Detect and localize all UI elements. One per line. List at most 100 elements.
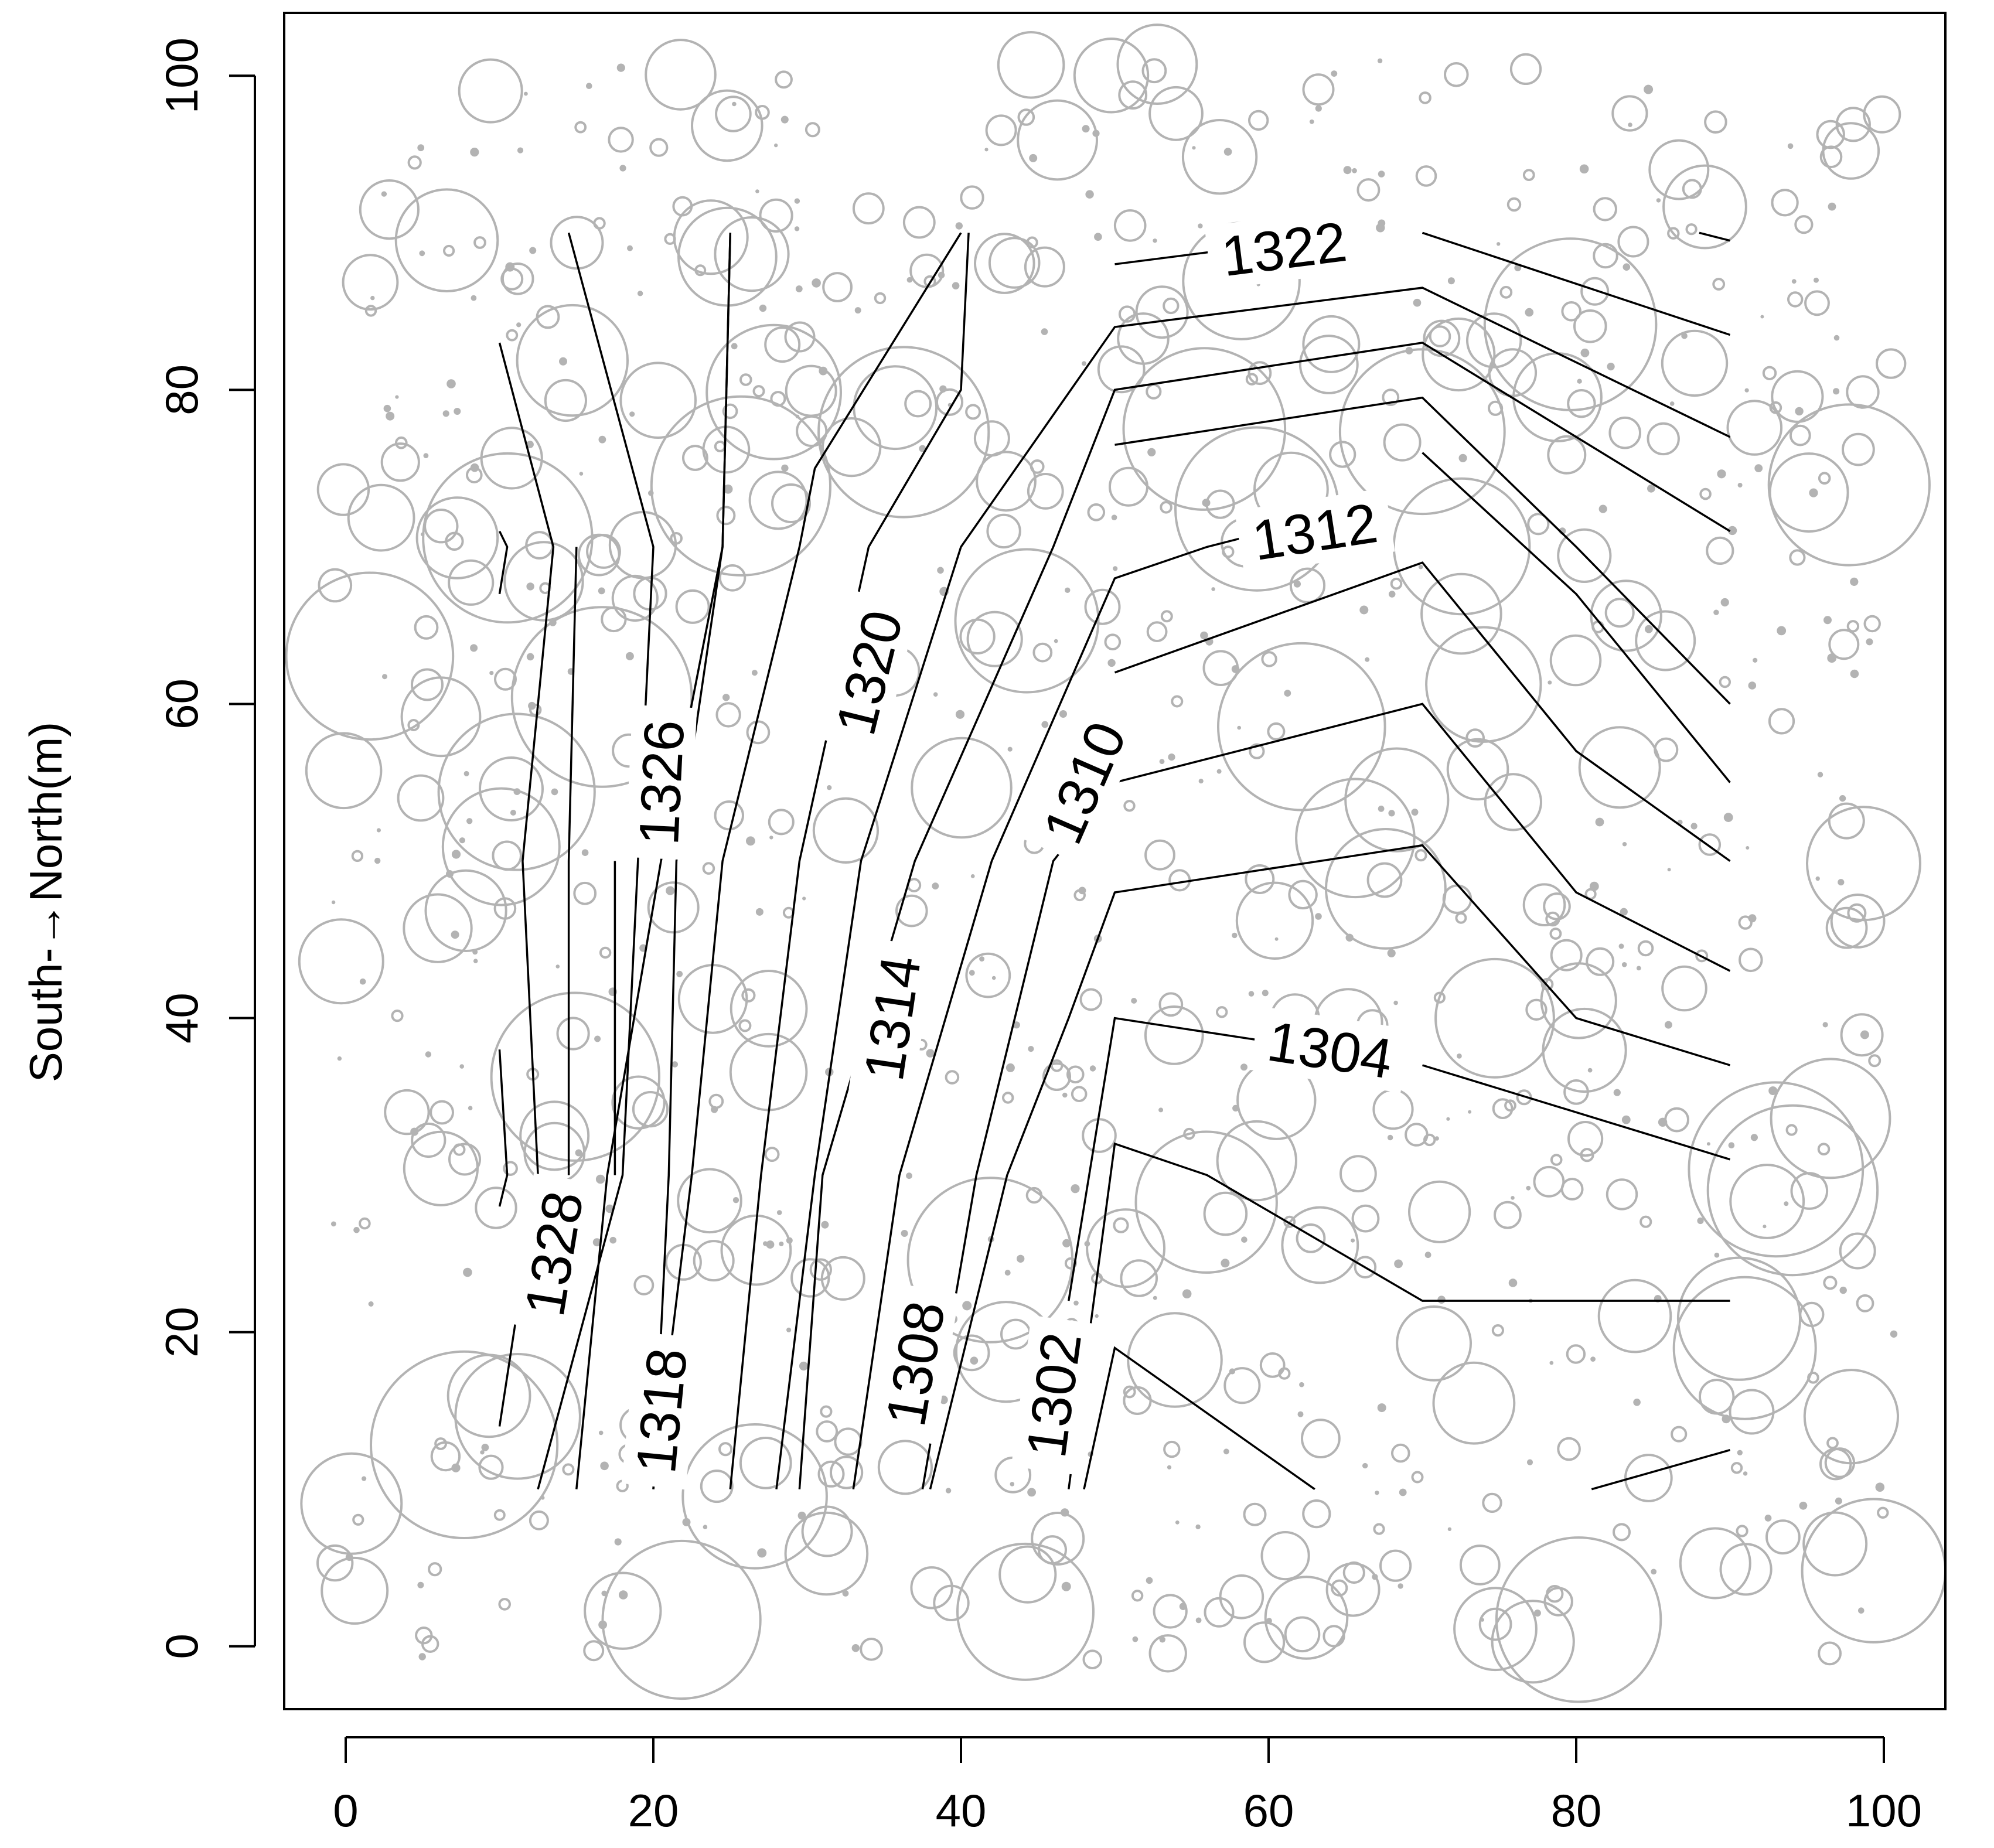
tree-circle bbox=[586, 83, 592, 89]
tree-circle bbox=[1146, 1577, 1153, 1584]
tree-circle bbox=[757, 1548, 767, 1558]
tree-circle bbox=[1635, 610, 1696, 671]
y-tick-label: 40 bbox=[156, 993, 207, 1044]
tree-circle bbox=[718, 564, 747, 592]
tree-circle bbox=[1858, 1607, 1865, 1614]
tree-circle bbox=[1158, 992, 1184, 1017]
tree-circle bbox=[1567, 389, 1596, 418]
tree-circle bbox=[1366, 862, 1403, 898]
tree-circle bbox=[945, 1070, 960, 1085]
tree-circle bbox=[395, 436, 408, 449]
tree-circle bbox=[395, 395, 399, 399]
tree-circle bbox=[979, 956, 985, 962]
tree-circle bbox=[555, 964, 560, 969]
tree-circle bbox=[1453, 1587, 1538, 1672]
tree-circle bbox=[1516, 1089, 1532, 1106]
tree-circle bbox=[1737, 1450, 1743, 1455]
tree-circle bbox=[820, 1256, 865, 1301]
tree-circle bbox=[779, 1242, 784, 1246]
tree-circle bbox=[544, 379, 588, 422]
tree-circle bbox=[1713, 609, 1719, 615]
tree-circle bbox=[1890, 1330, 1898, 1338]
tree-circle bbox=[1284, 690, 1291, 697]
tree-circle bbox=[1835, 107, 1871, 142]
tree-circle bbox=[1359, 605, 1369, 615]
tree-circle bbox=[1795, 407, 1804, 416]
tree-circle bbox=[926, 1049, 935, 1058]
tree-circle bbox=[1221, 1259, 1230, 1268]
tree-circle bbox=[1717, 469, 1726, 479]
tree-circle bbox=[1578, 726, 1661, 809]
tree-circle bbox=[812, 278, 821, 288]
tree-circle bbox=[448, 559, 495, 606]
tree-circle bbox=[619, 362, 697, 439]
tree-circle bbox=[1082, 1118, 1117, 1153]
tree-circle bbox=[443, 244, 455, 257]
tree-circle bbox=[1547, 435, 1587, 475]
tree-circle bbox=[759, 198, 793, 233]
tree-circle bbox=[1750, 1134, 1758, 1141]
y-tick-label: 0 bbox=[156, 1634, 207, 1659]
tree-circle bbox=[1192, 146, 1196, 150]
tree-circle bbox=[1113, 566, 1118, 571]
tree-circle bbox=[933, 1584, 970, 1622]
tree-circle bbox=[584, 1571, 662, 1650]
tree-circle bbox=[1704, 110, 1727, 134]
tree-circle bbox=[1504, 1099, 1516, 1112]
tree-circle bbox=[300, 1452, 403, 1555]
tree-circle bbox=[364, 305, 377, 317]
tree-circle bbox=[382, 674, 387, 680]
tree-circle bbox=[347, 483, 415, 552]
tree-circle bbox=[1667, 868, 1671, 872]
tree-circle bbox=[790, 1258, 830, 1298]
tree-circle bbox=[799, 1361, 809, 1371]
tree-circle bbox=[1866, 638, 1873, 646]
tree-circle bbox=[305, 732, 383, 810]
tree-circle bbox=[1231, 665, 1240, 673]
tree-circle bbox=[1664, 1107, 1690, 1133]
tree-circle bbox=[1525, 998, 1548, 1021]
tree-circle bbox=[700, 1469, 734, 1503]
tree-circle bbox=[1764, 1515, 1772, 1522]
tree-circle bbox=[1202, 499, 1211, 507]
tree-circle bbox=[459, 837, 466, 844]
tree-circle bbox=[1815, 876, 1820, 881]
contour-line-1318 bbox=[575, 233, 732, 1489]
tree-circle bbox=[428, 1562, 442, 1577]
tree-circle bbox=[1388, 591, 1396, 598]
tree-circle bbox=[425, 1051, 432, 1058]
tree-circle bbox=[1267, 722, 1286, 741]
tree-circle bbox=[812, 797, 880, 864]
tree-circle bbox=[1432, 1361, 1516, 1445]
tree-circle bbox=[510, 606, 693, 788]
plot-frame bbox=[283, 12, 1947, 1710]
tree-circle bbox=[1662, 164, 1747, 250]
tree-circle bbox=[1868, 1054, 1881, 1068]
tree-circle bbox=[600, 1461, 609, 1471]
tree-circle bbox=[1863, 615, 1881, 633]
tree-circle bbox=[550, 216, 604, 270]
tree-circle bbox=[1352, 168, 1357, 173]
tree-circle bbox=[1153, 238, 1157, 243]
tree-circle bbox=[423, 453, 429, 459]
tree-circle bbox=[809, 1258, 833, 1281]
tree-circle bbox=[974, 233, 1035, 294]
tree-circle bbox=[1803, 1369, 1899, 1465]
tree-circle bbox=[1393, 1000, 1398, 1005]
tree-circle bbox=[1706, 1104, 1879, 1277]
tree-circle bbox=[682, 445, 708, 471]
tree-circle bbox=[1833, 335, 1840, 341]
tree-circle bbox=[1671, 1426, 1688, 1443]
tree-circle bbox=[1656, 198, 1661, 203]
tree-circle bbox=[1065, 587, 1071, 593]
tree-circle bbox=[1131, 998, 1137, 1004]
tree-circle bbox=[1027, 473, 1064, 510]
tree-circle bbox=[820, 1405, 833, 1418]
tree-circle bbox=[1118, 80, 1148, 110]
tree-circle bbox=[1667, 227, 1680, 240]
tree-circle bbox=[739, 373, 752, 386]
tree-circle bbox=[672, 1061, 679, 1068]
tree-circle bbox=[776, 1210, 782, 1215]
tree-circle bbox=[374, 857, 381, 864]
tree-circle bbox=[1240, 1063, 1247, 1071]
